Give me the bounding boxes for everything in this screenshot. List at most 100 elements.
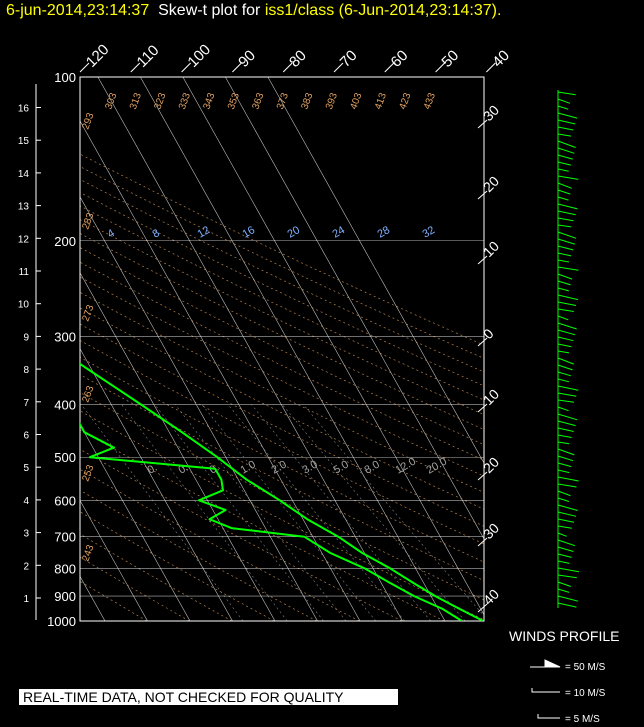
isotherm-right-tick (477, 255, 488, 265)
profile-layer (80, 362, 484, 621)
moist-label: 2.0 (270, 459, 289, 477)
wind-barb (557, 280, 571, 286)
dry-adiabat-line (80, 307, 484, 510)
wind-barb (557, 476, 579, 482)
dry-adiabat-line (80, 323, 484, 527)
isotherm-label-top: 80 (286, 47, 310, 71)
pressure-label: 400 (54, 398, 76, 413)
wind-barb (557, 133, 572, 137)
plot-label: Skew-t plot for (158, 2, 261, 19)
wind-barb (557, 574, 577, 579)
wind-barb (557, 413, 578, 421)
wind-barb (557, 266, 579, 271)
wind-barb (557, 308, 574, 312)
height-label: 8 (23, 365, 29, 376)
isotherm-label-top: 110 (134, 42, 163, 71)
wind-barb (557, 217, 574, 222)
pressure-label: 600 (54, 493, 76, 508)
mixing-ratio-label: 32 (421, 224, 438, 241)
wind-barb (557, 553, 572, 558)
moist-label: 0. (177, 462, 191, 477)
mixing-ratio-label: 24 (331, 224, 348, 241)
isotherm-top-tick (130, 62, 141, 73)
isotherm-top-tick (486, 62, 496, 73)
dry-adiabat-line (80, 261, 484, 461)
isotherm-label-top: 40 (489, 47, 513, 71)
isotherm-line (267, 77, 484, 464)
dry-adiabat-label: 413 (373, 91, 389, 111)
dry-adiabat-label: 343 (201, 91, 217, 111)
height-label: 10 (18, 300, 30, 311)
wind-legend-barb-10 (531, 688, 560, 693)
pressure-label: 500 (54, 450, 76, 465)
isotherm-line (0, 77, 63, 621)
wind-barb (557, 469, 570, 474)
isotherm-top-tick (181, 62, 191, 73)
header-title: 6-jun-2014,23:14:37 Skew-t plot for iss1… (6, 2, 501, 20)
wind-barb (557, 343, 572, 348)
wind-barb (557, 287, 569, 292)
dry-adiabat-label: 353 (226, 91, 242, 111)
wind-barb (557, 392, 577, 397)
wind-barb (557, 518, 575, 523)
isotherm-line (97, 77, 403, 621)
isotherm-line (80, 196, 318, 621)
wind-barb (557, 350, 570, 354)
dry-adiabat-label: 393 (324, 91, 340, 111)
wind-barb (557, 581, 571, 587)
wind-barb (557, 147, 575, 154)
isotherm-right-tick (477, 190, 488, 200)
dry-adiabat-line (80, 153, 484, 346)
isotherm-label-right: 0 (480, 325, 497, 342)
height-label: 12 (18, 234, 30, 245)
dry-adiabat-line (80, 166, 484, 359)
wind-barb (557, 196, 569, 201)
temperature-trace (80, 362, 484, 621)
isotherm-right-tick (477, 119, 488, 129)
isotherm-line (182, 77, 484, 616)
wind-barb (557, 567, 580, 573)
height-label: 14 (18, 169, 30, 180)
isotherm-top-tick (232, 62, 242, 73)
isotherm-line (80, 348, 233, 621)
wind-barb (557, 259, 569, 263)
wind-barb (557, 294, 579, 301)
wind-barb (557, 168, 569, 172)
moist-label: 3.0 (301, 459, 320, 477)
wind-barb (557, 98, 571, 104)
mixing-ratio-label: 12 (196, 224, 213, 241)
wind-barb (557, 364, 573, 371)
isotherm-right-tick (477, 337, 488, 347)
isotherm-line (80, 575, 106, 621)
wind-barb (557, 420, 576, 427)
dry-adiabat-line (80, 533, 233, 621)
pressure-label: 300 (54, 330, 76, 345)
wind-legend-5: = 5 M/S (565, 714, 600, 725)
dry-adiabat-label-left: 283 (80, 211, 96, 231)
station-time: (6-Jun-2014,23:14:37) (338, 2, 497, 19)
height-label: 7 (23, 398, 29, 409)
wind-barb (557, 490, 571, 497)
wind-barb (557, 525, 572, 529)
quality-disclaimer: REAL-TIME DATA, NOT CHECKED FOR QUALITY (19, 689, 398, 705)
dry-adiabat-label: 403 (348, 91, 364, 111)
isotherm-line (225, 77, 484, 540)
dry-adiabat-line (80, 489, 318, 621)
mixing-ratio-label: 4 (106, 227, 117, 240)
dry-adiabat-line (80, 410, 484, 621)
height-label: 4 (23, 496, 29, 507)
moist-label: 20.0 (425, 455, 450, 476)
dry-adiabat-line (80, 448, 403, 621)
height-label: 11 (19, 267, 30, 278)
moist-label: 5.0 (332, 459, 351, 477)
height-label: 9 (23, 332, 29, 343)
isotherm-top-tick (333, 62, 344, 73)
wind-barb (557, 539, 576, 547)
wind-barb (557, 252, 572, 257)
mixing-ratio-label: 8 (151, 227, 162, 240)
dry-adiabat-label: 363 (250, 91, 266, 111)
height-label: 6 (23, 431, 29, 442)
isotherm-line (80, 272, 276, 621)
grid-layer (0, 77, 484, 621)
